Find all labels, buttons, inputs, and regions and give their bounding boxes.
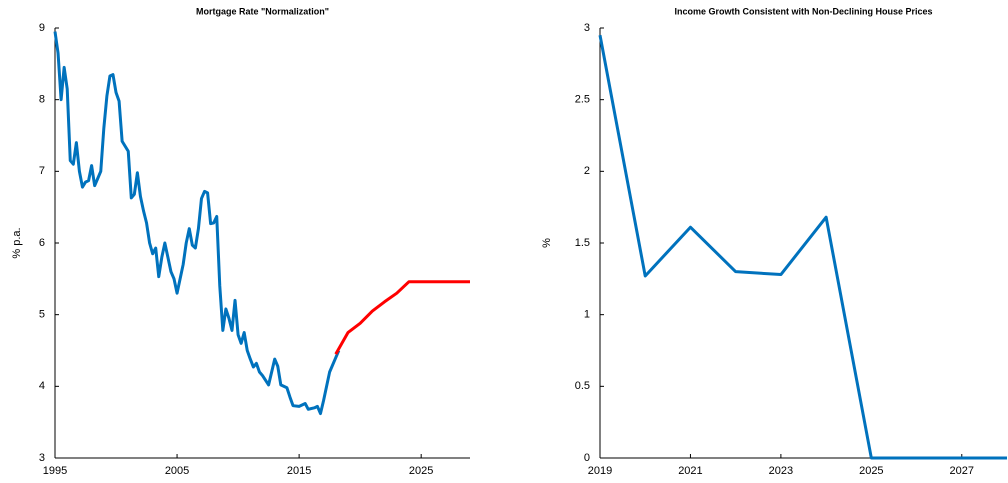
- y-tick-label: 2.5: [575, 94, 590, 106]
- line: [334, 280, 470, 355]
- y-tick-label: 8: [39, 94, 45, 106]
- y-tick-label: 9: [39, 22, 45, 34]
- x-tick-label: 2005: [165, 465, 189, 477]
- line: [53, 31, 341, 416]
- y-tick-label: 4: [39, 380, 45, 392]
- y-tick-label: 1.5: [575, 237, 590, 249]
- y-tick-label: 7: [39, 165, 45, 177]
- chart-title: Mortgage Rate "Normalization": [196, 6, 329, 16]
- y-tick-label: 0: [584, 452, 590, 464]
- y-tick-label: 6: [39, 237, 45, 249]
- line: [598, 34, 1007, 460]
- y-tick-label: 2: [584, 165, 590, 177]
- x-tick-label: 2025: [409, 465, 433, 477]
- y-tick-label: 5: [39, 309, 45, 321]
- x-tick-label: 2027: [950, 465, 974, 477]
- x-tick-label: 2025: [859, 465, 883, 477]
- x-tick-label: 1995: [43, 465, 67, 477]
- y-tick-label: 3: [584, 22, 590, 34]
- y-tick-label: 1: [584, 309, 590, 321]
- y-tick-label: 3: [39, 452, 45, 464]
- y-axis-label: % p.a.: [11, 227, 23, 258]
- y-tick-label: 0.5: [575, 380, 590, 392]
- y-axis-label: %: [541, 238, 553, 248]
- x-tick-label: 2019: [588, 465, 612, 477]
- x-tick-label: 2021: [678, 465, 702, 477]
- chart-title: Income Growth Consistent with Non-Declin…: [674, 6, 932, 16]
- x-tick-label: 2015: [287, 465, 311, 477]
- x-tick-label: 2023: [769, 465, 793, 477]
